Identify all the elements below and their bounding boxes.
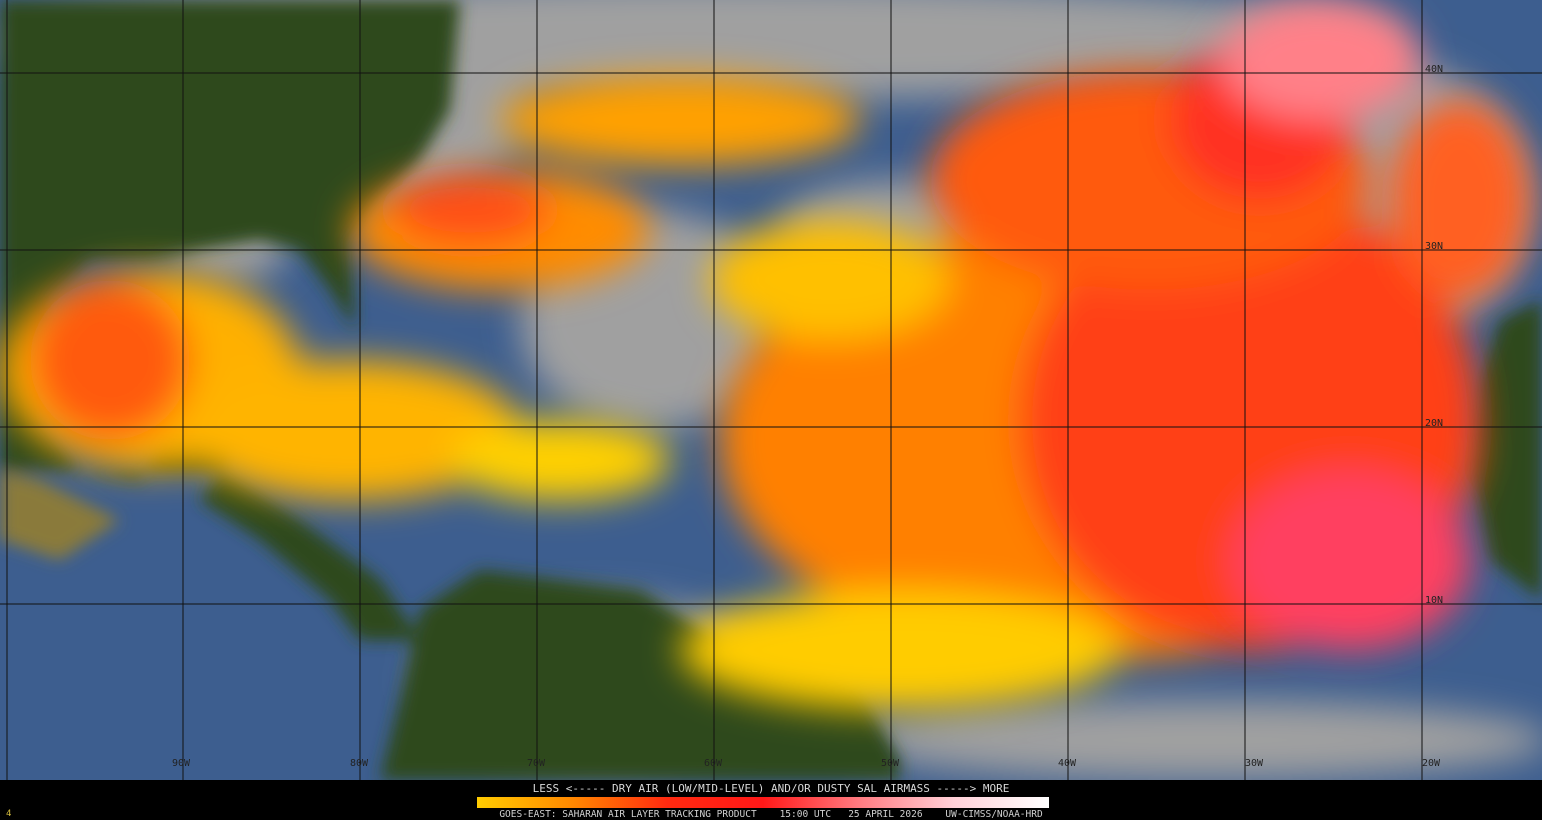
sal-layer [0,0,1530,710]
colorbar [477,797,1049,808]
lon-label-80w: 80W [350,758,369,769]
lat-lon-grid [0,0,1542,780]
lon-label-70w: 70W [527,758,546,769]
lon-label-90w: 90W [172,758,191,769]
lat-label-10n: 10N [1425,595,1444,606]
product-footer: GOES-EAST: SAHARAN AIR LAYER TRACKING PR… [499,809,1043,820]
lon-label-30w: 30W [1245,758,1264,769]
lon-label-20w: 20W [1422,758,1441,769]
lon-label-60w: 60W [704,758,723,769]
frame-number: 4 [6,809,12,819]
lat-label-40n: 40N [1425,64,1444,75]
legend-bar: LESS <----- DRY AIR (LOW/MID-LEVEL) AND/… [0,780,1542,820]
lon-label-50w: 50W [881,758,900,769]
legend-title: LESS <----- DRY AIR (LOW/MID-LEVEL) AND/… [532,782,1010,795]
lat-label-20n: 20N [1425,418,1444,429]
land-layer [0,0,1542,780]
lon-label-40w: 40W [1058,758,1077,769]
lat-label-30n: 30N [1425,241,1444,252]
satellite-map [0,0,1542,780]
